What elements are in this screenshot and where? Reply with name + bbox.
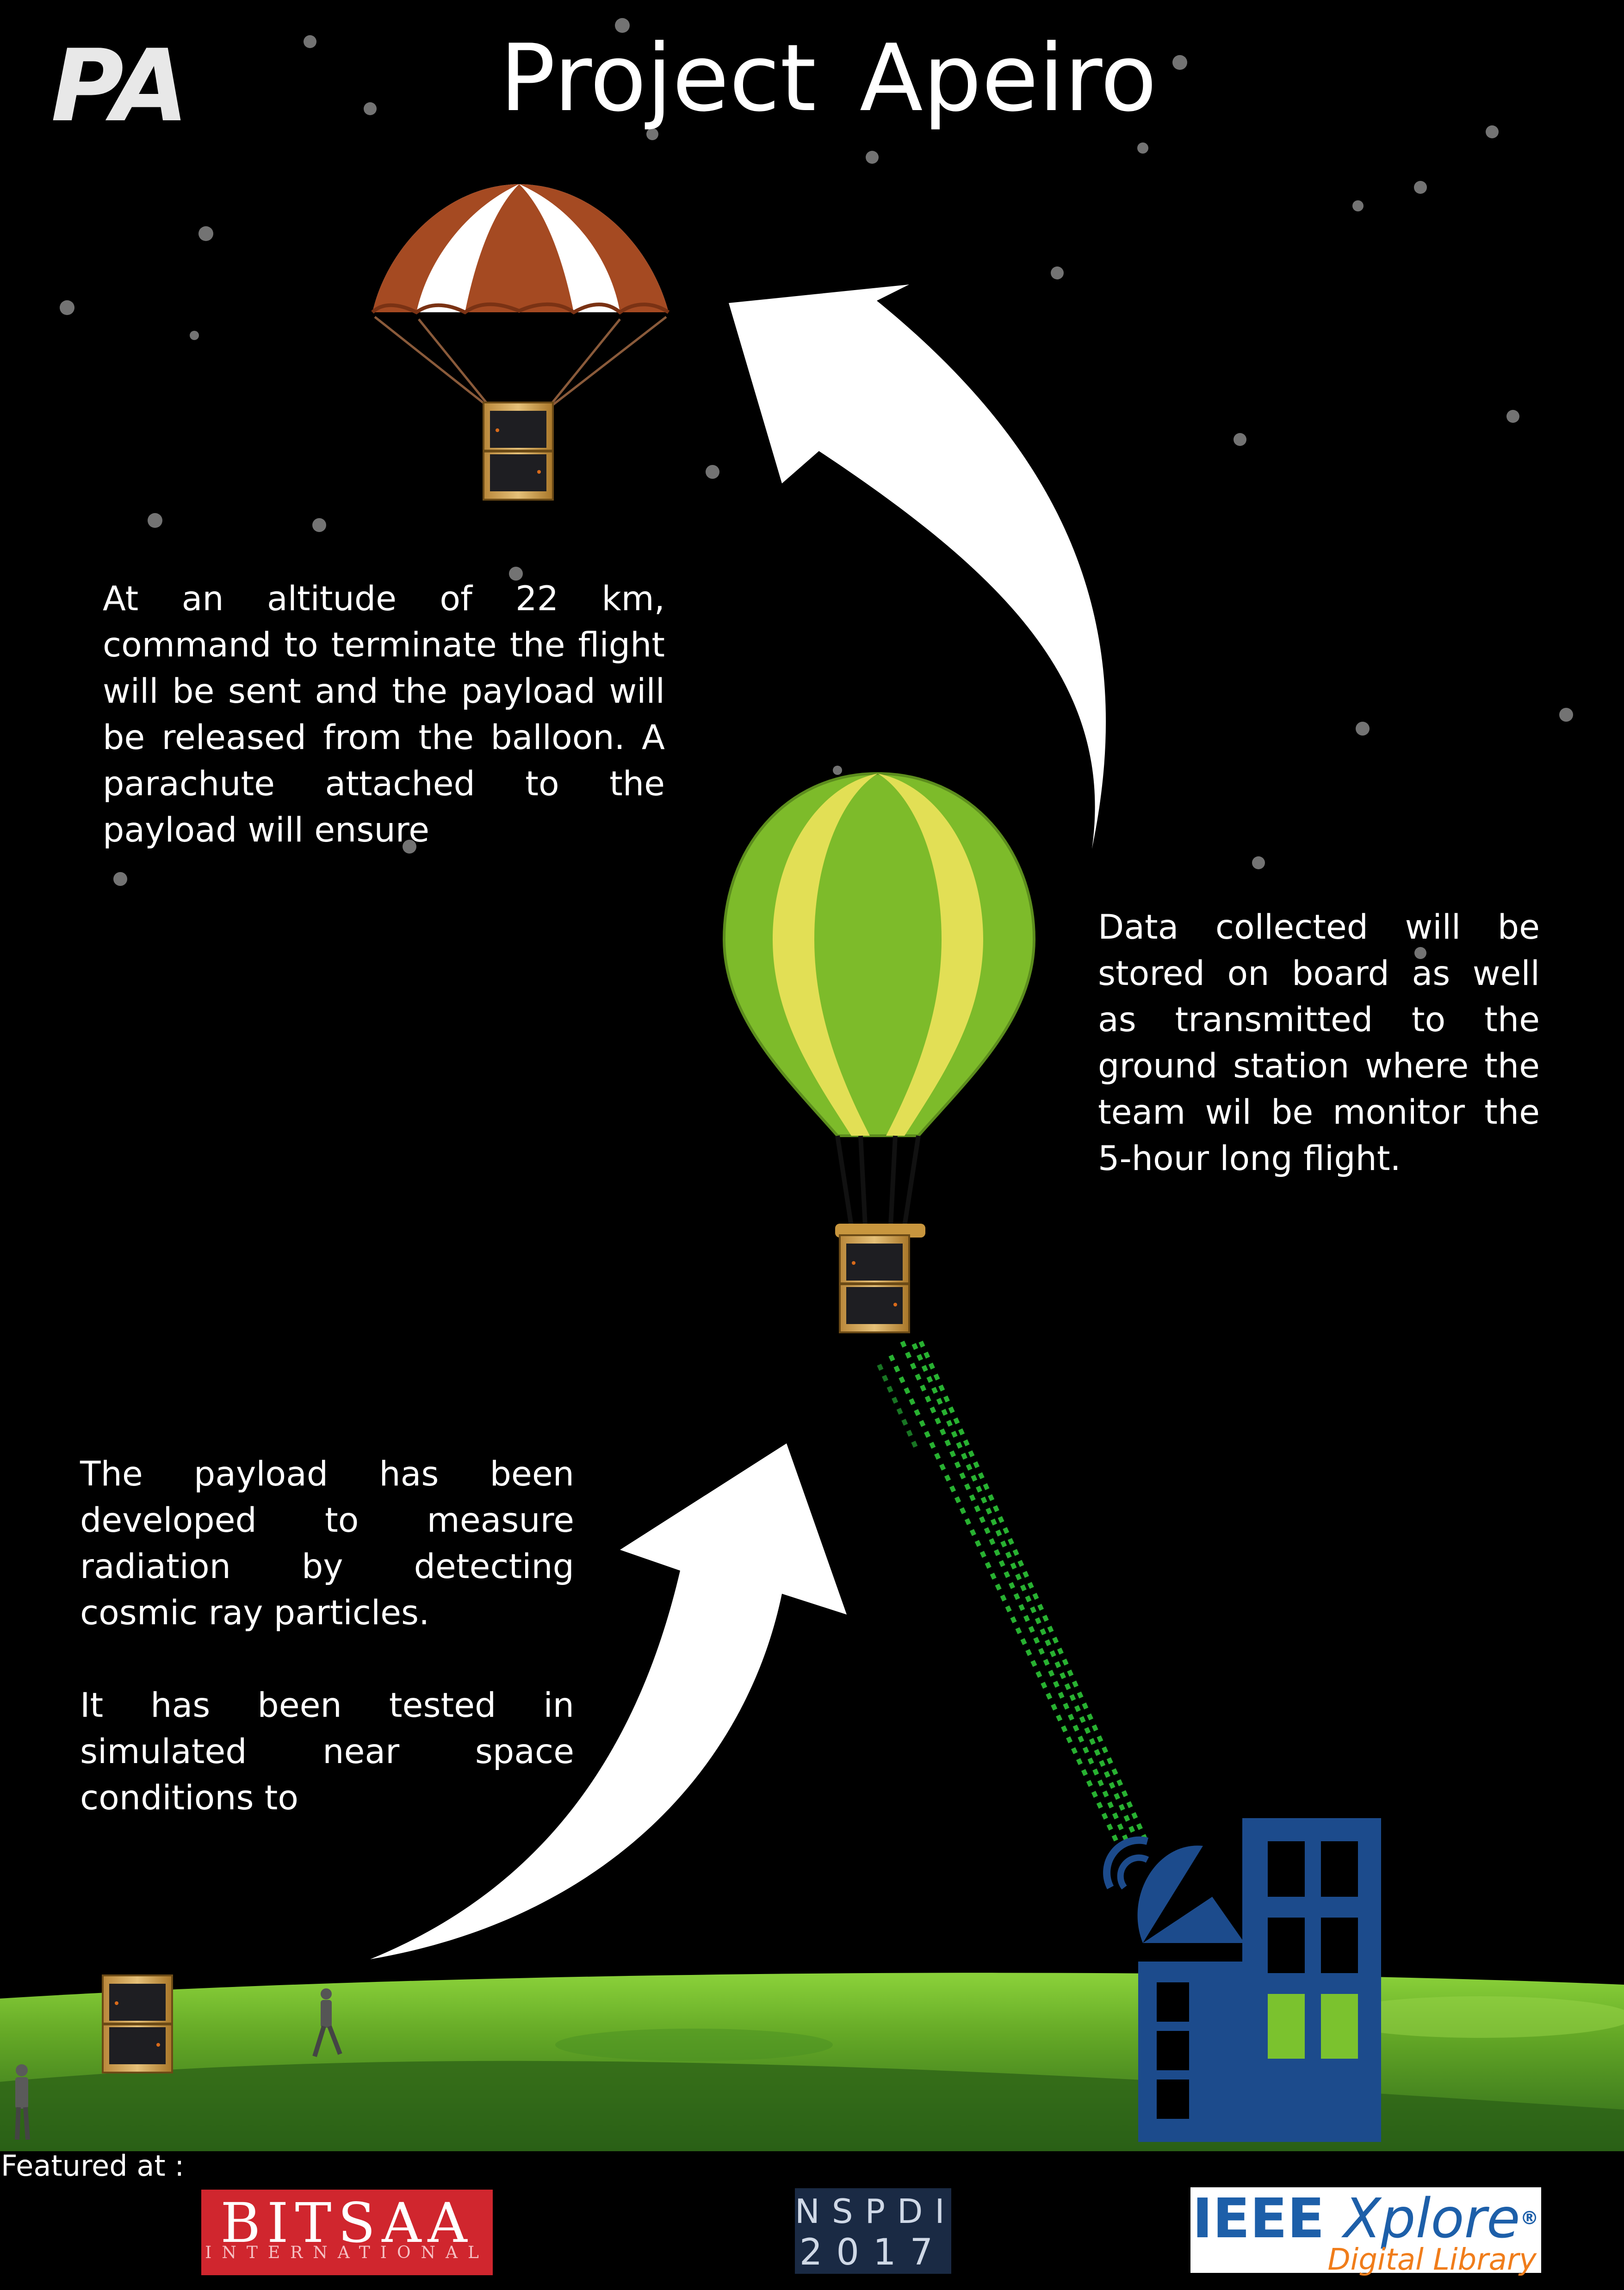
data-stream [877,1340,1147,1850]
ascent-arrow-upper [729,285,1106,849]
person-icon [15,2064,30,2140]
payload-balloon [840,1235,909,1332]
pa-logo: PA [51,28,189,144]
text-descent-description: At an altitude of 22 km, command to term… [103,579,665,850]
parachute-icon [371,184,670,406]
bitsaa-main: BITSAA [220,2191,474,2255]
nspdi-top: NSPDI [795,2192,957,2231]
text-payload-description: The payload has been developed to measur… [80,1405,574,1868]
featured-label: Featured at : [1,2149,185,2183]
page-title: Project Apeiro [500,25,1157,132]
ieee-brand: IEEE [1192,2186,1325,2250]
payload-ground [103,1975,172,2073]
ground-station-icon [1103,1818,1381,2142]
nspdi-year: 2017 [799,2232,947,2273]
ascent-arrow-lower [370,1443,847,1959]
hot-air-balloon-icon [722,772,1036,1238]
ieee-xplore-logo: IEEE Xplore® Digital Library [1190,2187,1541,2277]
text-data-description: Data collected will be stored on board a… [1098,908,1540,1178]
ieee-brand-line: IEEE Xplore® [1192,2188,1539,2248]
text-payload-line-1: The payload has been developed to measur… [80,1454,574,1633]
ieee-digital-library: Digital Library [1327,2243,1537,2277]
bitsaa-logo: BITSAA INTERNATIONAL [201,2190,493,2275]
text-payload-line-2: It has been tested in simulated near spa… [80,1686,574,1818]
stars [60,18,1573,959]
bitsaa-sub: INTERNATIONAL [205,2243,489,2262]
payload-descent [483,402,553,500]
person-icon [312,1988,342,2057]
nspdi-logo: NSPDI 2017 [795,2188,951,2274]
ieee-reg-mark: ® [1520,2208,1539,2229]
ieee-product: Xplore [1343,2186,1520,2250]
